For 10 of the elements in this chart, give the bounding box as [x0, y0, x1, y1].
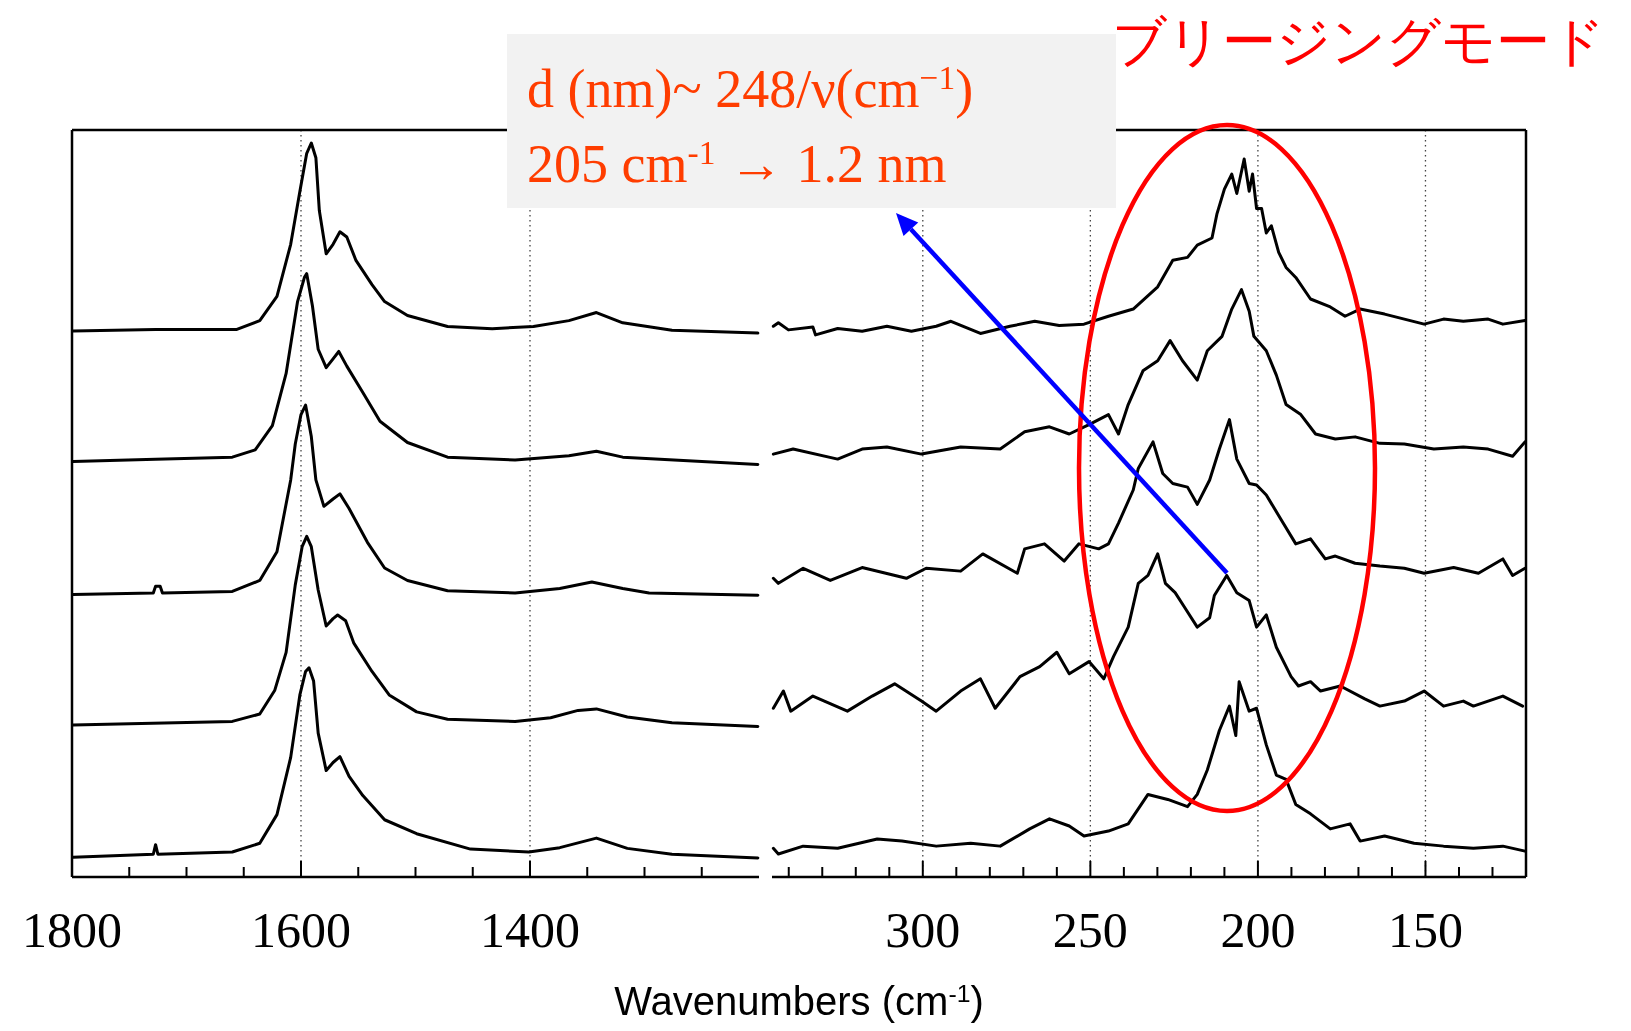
x-tick-label: 300	[885, 902, 961, 958]
annotation: 205 cm$^{-1}$ → 1.2 nm	[527, 133, 947, 194]
x-axis-title: Wavenumbers (cm$^{-1}$)	[614, 979, 984, 1023]
note: d (nm)~ 248/ν(cm$^{−1}$) 205 cm$^{-1}$ → 1.2 nm	[507, 34, 1116, 208]
x-tick-label: 1800	[22, 902, 122, 958]
x-tick-label: 150	[1387, 902, 1463, 958]
x-tick-label: 1600	[251, 902, 351, 958]
x-tick-label: 1400	[480, 902, 580, 958]
x-tick-label: 250	[1052, 902, 1128, 958]
x-tick-label: 200	[1220, 902, 1296, 958]
